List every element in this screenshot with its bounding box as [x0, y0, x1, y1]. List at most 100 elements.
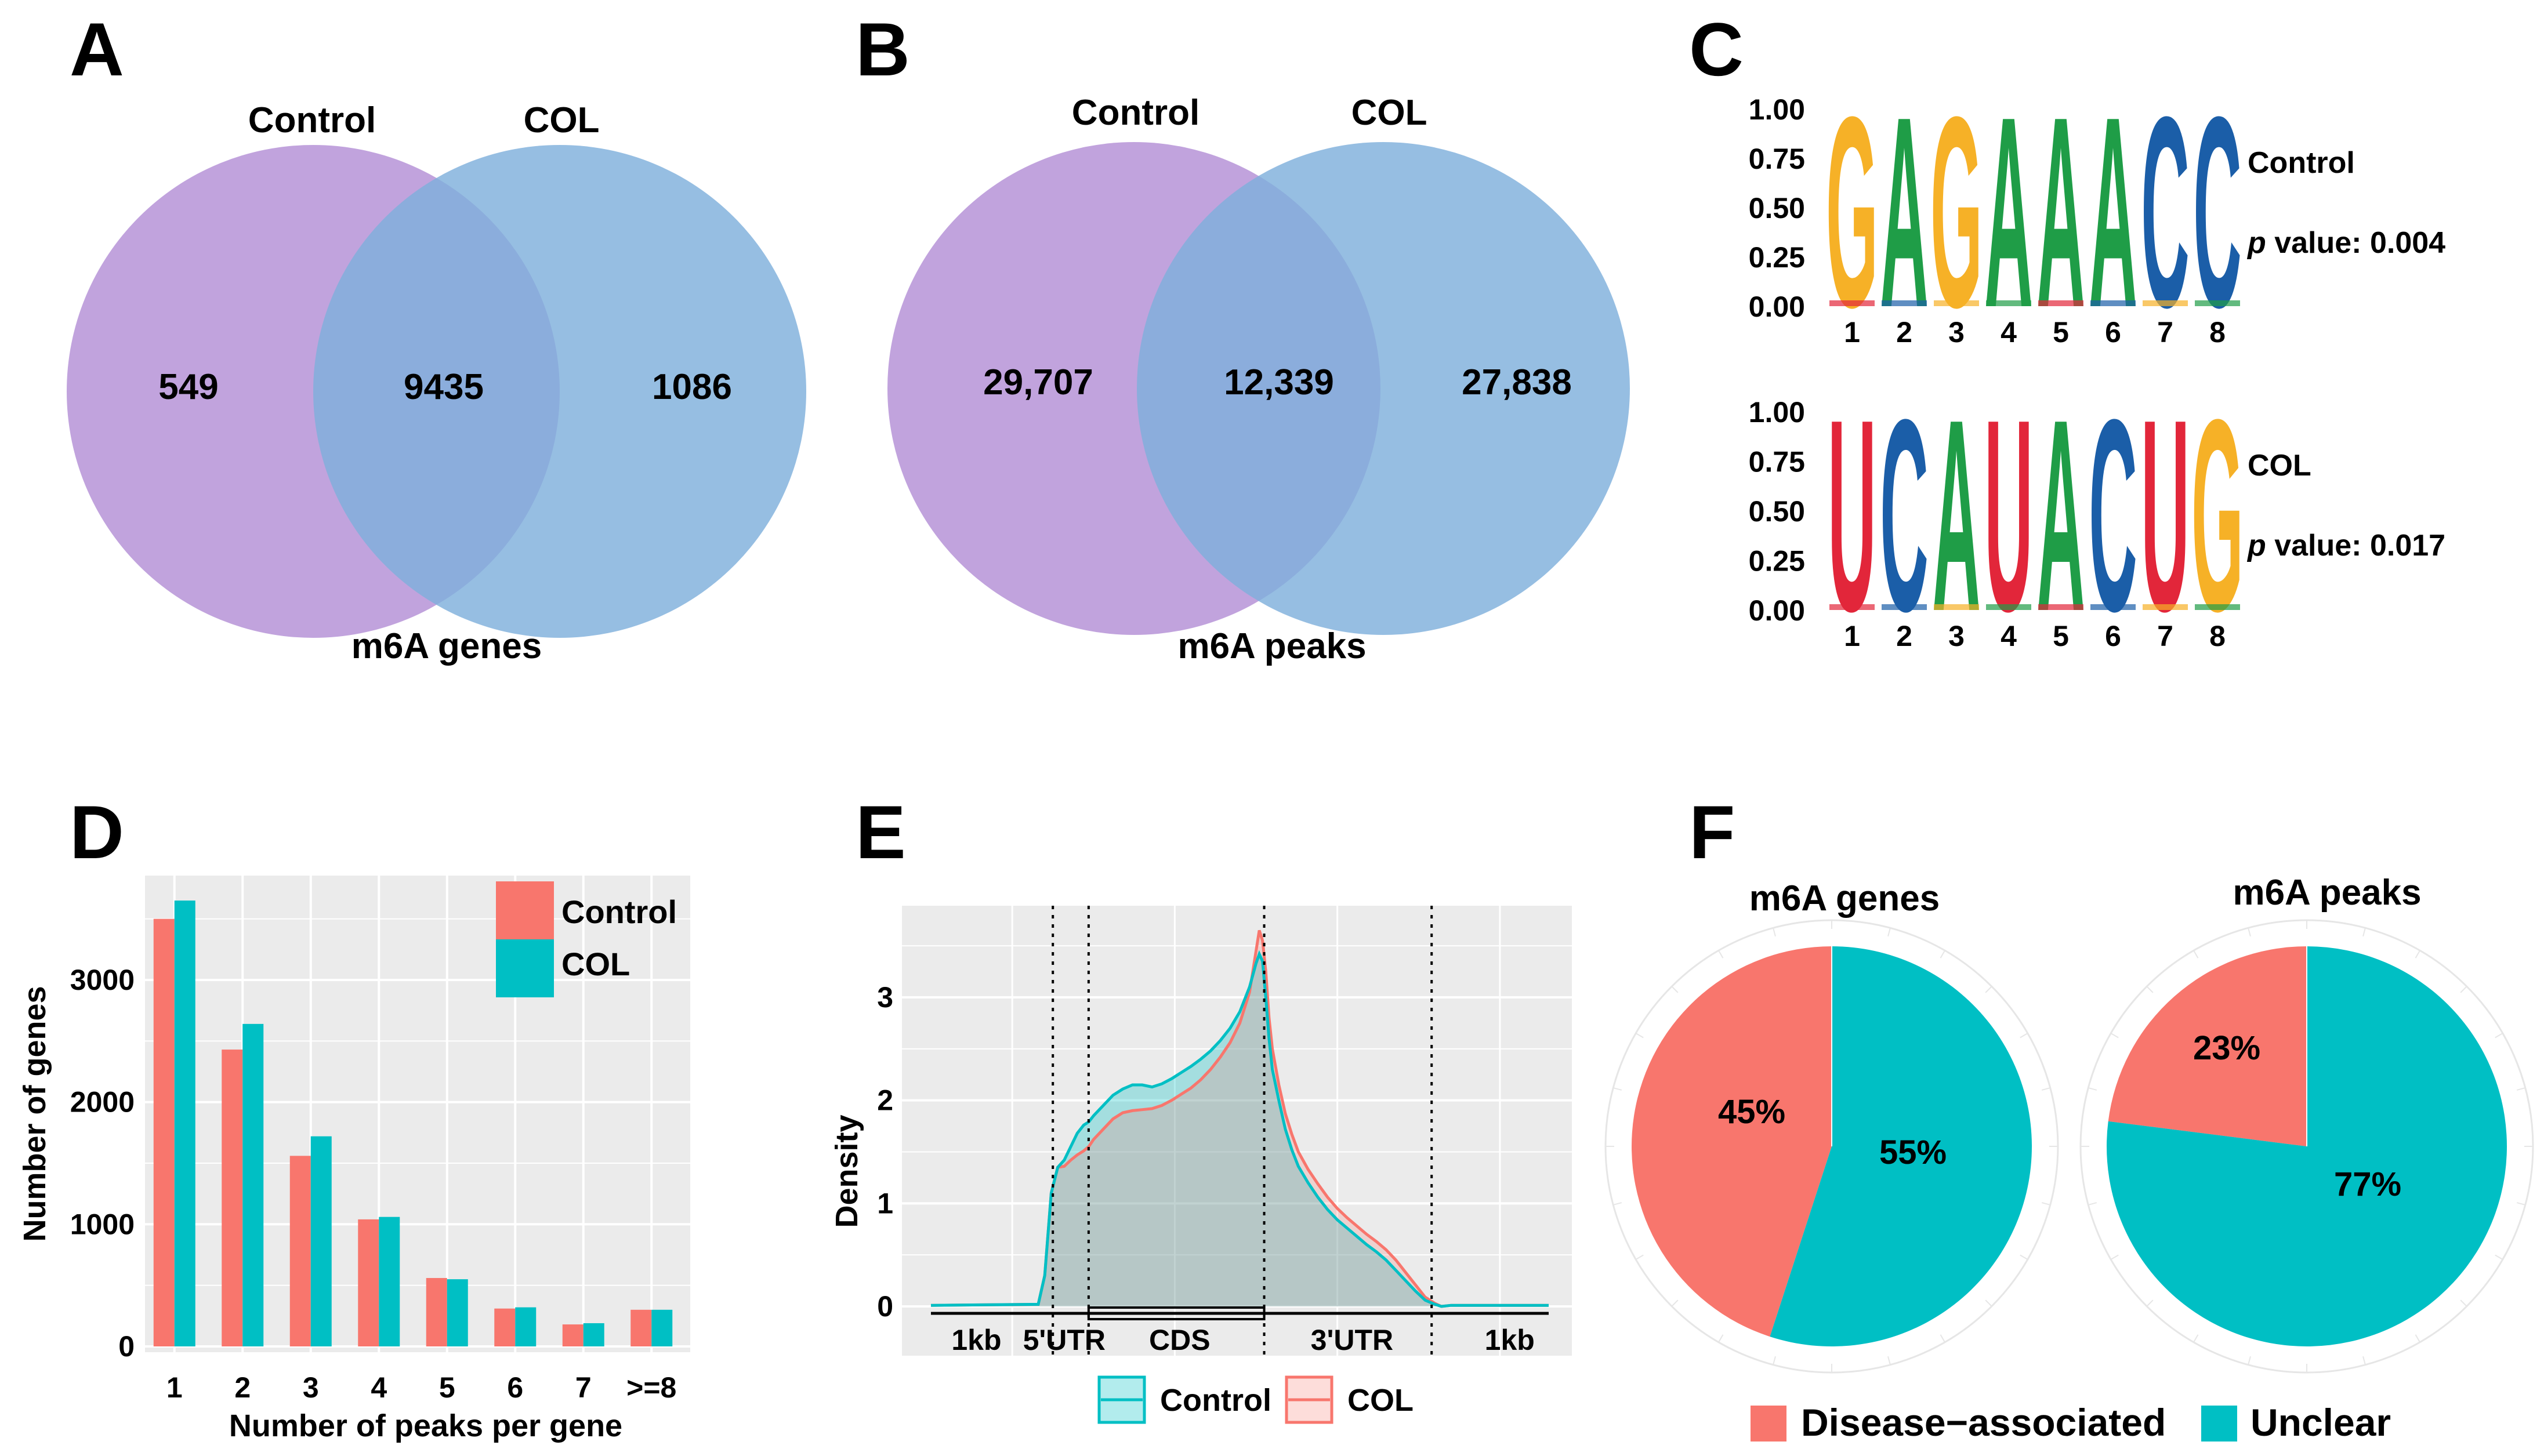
logo-residual-mark — [1882, 604, 1927, 610]
bar-col-8 — [651, 1309, 673, 1346]
density-plot-background — [902, 906, 1572, 1356]
density-region-label: 3'UTR — [1311, 1324, 1393, 1356]
bar-y-tick-label: 1000 — [70, 1208, 135, 1240]
venn-a: Control COL 549 9435 1086 m6A genes — [67, 100, 806, 666]
logo-residual-mark — [2038, 604, 2083, 610]
density-y-tick-label: 2 — [877, 1084, 893, 1117]
bar-legend-col-label: COL — [561, 946, 630, 982]
bar-col-4 — [379, 1217, 400, 1346]
pie-legend-unclear-label: Unclear — [2251, 1401, 2391, 1444]
logo-position-label: 8 — [2209, 316, 2226, 348]
logo-letter: C — [2193, 61, 2241, 364]
bar-legend-control-label: Control — [561, 894, 677, 930]
venn-a-only-col: 1086 — [652, 367, 732, 407]
pie-polar-grid-tick — [2146, 1299, 2154, 1307]
logo-letter: G — [2191, 362, 2244, 668]
logo-position-label: 5 — [2053, 620, 2069, 652]
bar-control-1 — [153, 918, 175, 1346]
sequence-logo-control: 1.00 0.75 0.50 0.25 0.00 G A G A A A C C 1 2 3 4 5 6 7 8 Cont… — [1749, 61, 2445, 364]
logo-letter: A — [2036, 362, 2085, 668]
pie-polar-grid-tick — [2146, 986, 2154, 993]
venn-a-col-label: COL — [524, 100, 600, 140]
pie-polar-grid-tick — [1635, 1033, 1644, 1039]
density-chart-e: 0 1 2 3 1kb 5'UTR CDS 3'UTR 1kb Density Control… — [829, 906, 1572, 1424]
bar-y-tick-label: 0 — [118, 1330, 135, 1363]
pie-polar-grid-tick — [1718, 950, 1724, 958]
pie-slice-percent-label: 45% — [1718, 1093, 1785, 1131]
logo-position-label: 6 — [2105, 316, 2121, 348]
panel-letter-a: A — [70, 7, 124, 92]
bar-x-tick-label: 5 — [439, 1371, 455, 1404]
pie-slice-percent-label: 23% — [2193, 1029, 2260, 1067]
bar-y-ticks: 0 1000 2000 3000 — [70, 964, 135, 1363]
venn-b-only-col: 27,838 — [1462, 362, 1572, 402]
pie-polar-grid-tick — [1887, 928, 1891, 937]
density-legend-col-label: COL — [1347, 1383, 1414, 1418]
pie-polar-grid-tick — [1887, 1356, 1891, 1365]
bar-x-ticks: 1 2 3 4 5 6 7 >=8 — [166, 1371, 677, 1404]
density-cds-box — [1087, 1306, 1266, 1320]
venn-a-only-control: 549 — [158, 367, 218, 407]
bar-chart-d: 0 1000 2000 3000 1 2 3 4 5 6 7 >=8 Number of peaks… — [17, 876, 690, 1443]
pie-polar-grid-tick — [1985, 986, 1992, 993]
pie-legend-disease-label: Disease−associated — [1801, 1401, 2166, 1444]
bar-x-axis-label: Number of peaks per gene — [229, 1408, 622, 1443]
logo-letter: C — [1880, 362, 1928, 668]
bar-marks — [153, 901, 673, 1346]
bar-legend-col-key — [496, 939, 554, 997]
pie-legend-disease-key — [1751, 1406, 1786, 1442]
logo-motif-name: Control — [2248, 146, 2355, 180]
bar-y-tick-label: 2000 — [70, 1086, 135, 1119]
logo-position-label: 2 — [1896, 620, 1912, 652]
pie-polar-grid-tick — [2362, 928, 2366, 937]
bar-x-tick-label: 6 — [507, 1371, 523, 1404]
density-y-tick-label: 0 — [877, 1290, 893, 1323]
logo-residual-mark — [2038, 300, 2083, 306]
bar-control-7 — [562, 1324, 584, 1346]
pie-polar-grid-tick — [2020, 1254, 2028, 1260]
pie-polar-grid-tick — [1985, 1299, 1992, 1307]
pie-slice-percent-label: 55% — [1879, 1134, 1947, 1171]
logo-position-label: 2 — [1896, 316, 1912, 348]
bar-col-5 — [447, 1279, 468, 1346]
logo-position-label: 3 — [1948, 620, 1965, 652]
pie-polar-grid-tick — [1635, 1254, 1644, 1260]
pie-polar-grid-tick — [1671, 986, 1679, 993]
logo-y-tick-label: 0.25 — [1749, 241, 1805, 274]
logo-y-tick-label: 0.00 — [1749, 594, 1805, 627]
venn-a-caption: m6A genes — [351, 626, 542, 666]
pie-polar-grid-tick — [1671, 1299, 1679, 1307]
logo-letter: A — [1984, 61, 2032, 364]
bar-x-tick-label: >=8 — [626, 1371, 676, 1404]
panel-letter-e: E — [856, 790, 906, 874]
bar-control-6 — [494, 1308, 516, 1346]
logo-letter: U — [1828, 362, 1876, 668]
pie-polar-grid-tick — [2020, 1033, 2028, 1039]
bar-x-tick-label: 1 — [166, 1371, 183, 1404]
pie-legend: Disease−associated Unclear — [1751, 1401, 2391, 1444]
bar-legend-control-key — [496, 881, 554, 939]
logo-letter: A — [2036, 61, 2085, 364]
pie-polar-grid-tick — [2460, 986, 2467, 993]
logo-y-tick-label: 0.25 — [1749, 545, 1805, 578]
logo-residual-mark — [1986, 300, 2031, 306]
pie-polar-grid-tick — [2495, 1254, 2503, 1260]
pie-m6a-peaks: 23% 77% — [2079, 919, 2534, 1374]
logo-letter: C — [2141, 61, 2189, 364]
logo-letter: U — [1984, 362, 2032, 668]
logo-residual-mark — [1829, 300, 1875, 306]
pie-polar-grid-tick — [1718, 1334, 1724, 1343]
density-y-ticks: 0 1 2 3 — [877, 981, 893, 1323]
density-y-tick-label: 3 — [877, 981, 893, 1014]
pie-polar-grid-tick — [2193, 1334, 2199, 1343]
logo-position-label: 7 — [2157, 620, 2173, 652]
logo-residual-mark — [2090, 604, 2136, 610]
logo-residual-mark — [1986, 604, 2031, 610]
pie-polar-grid-tick — [2495, 1033, 2503, 1039]
pie-polar-grid-tick — [2362, 1356, 2366, 1365]
logo-y-tick-label: 0.50 — [1749, 495, 1805, 528]
logo-y-tick-label: 0.75 — [1749, 446, 1805, 478]
logo-p-symbol: p — [2246, 529, 2266, 562]
venn-a-control-label: Control — [248, 100, 376, 140]
